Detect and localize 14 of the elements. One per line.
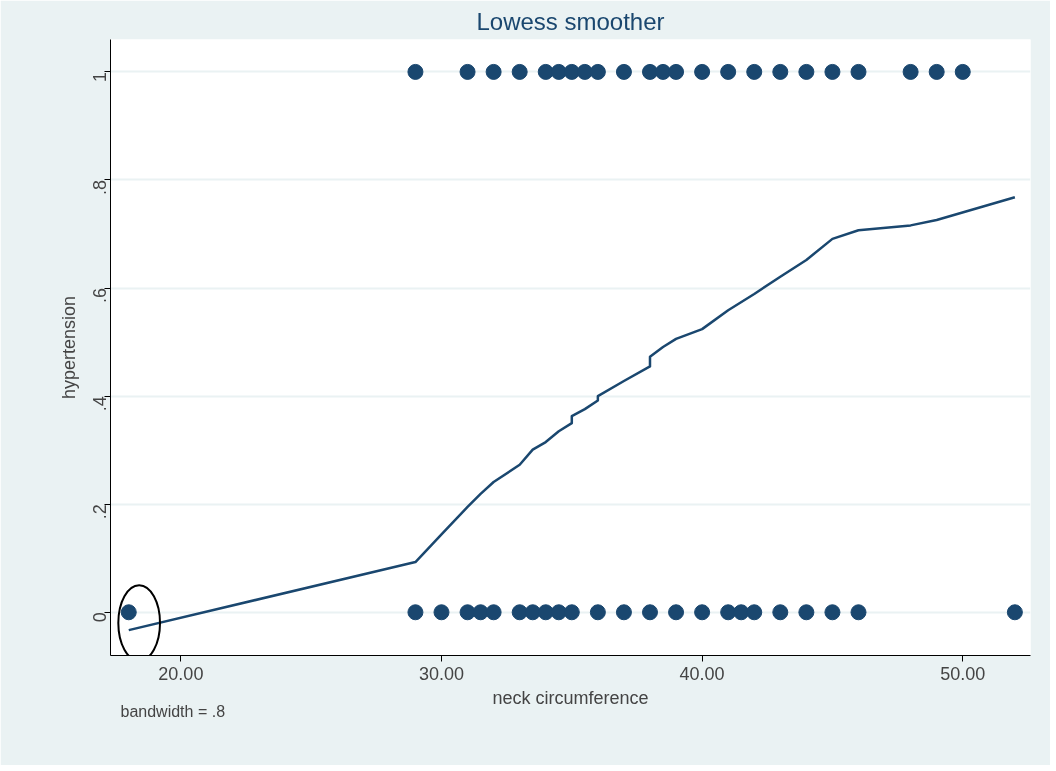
x-axis-title: neck circumference [492,687,649,708]
y-tick-label: .2 [90,504,110,520]
x-tick-label: 40.00 [679,663,725,684]
y-tick-label: .8 [90,179,110,195]
y-tick-label: 1 [90,71,110,82]
text: bandwidth = .8 [120,702,226,720]
x-tick-label: 30.00 [418,663,465,684]
y-axis-title: hypertension [58,295,79,400]
y-tick-label: 0 [90,612,110,623]
x-tick-label: 20.00 [158,663,204,684]
chart-title: Lowess smoother [476,7,665,35]
x-tick-label: 50.00 [940,663,986,684]
y-tick-label: .6 [90,288,110,304]
y-tick-label: .4 [90,396,110,412]
